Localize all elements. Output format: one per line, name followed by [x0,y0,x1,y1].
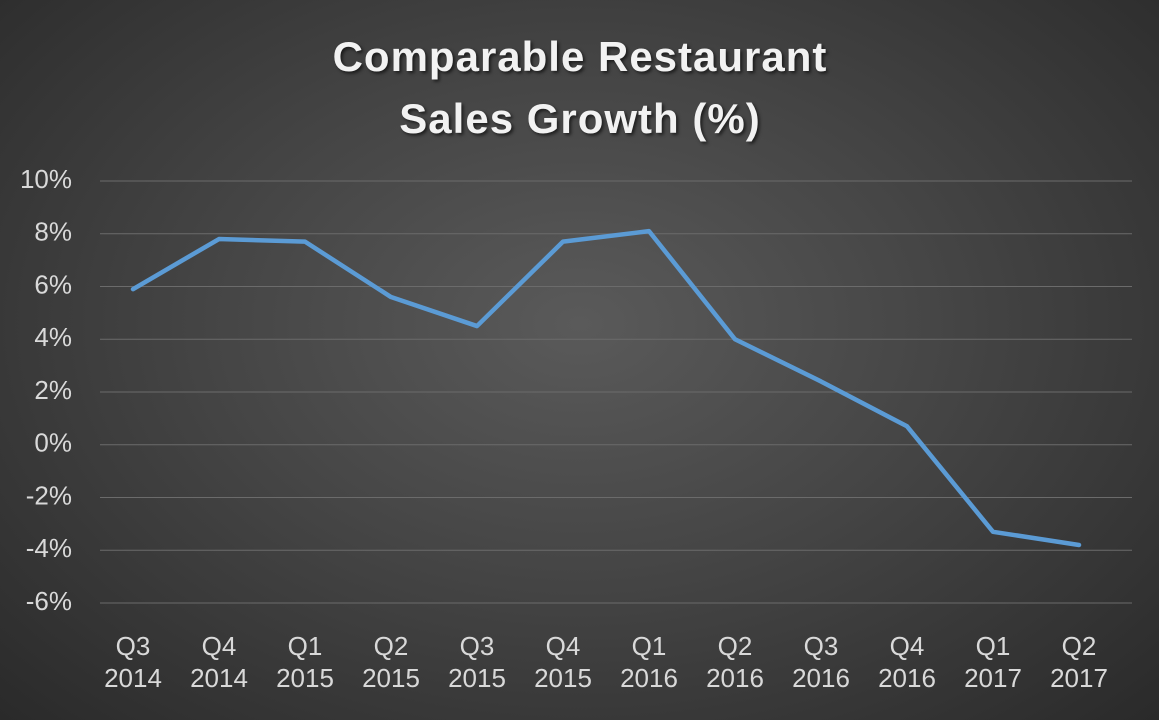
x-tick-label: Q3 2016 [792,631,850,693]
x-tick-label: Q3 2015 [448,631,506,693]
chart-title: Comparable Restaurant Sales Growth (%) [332,33,828,142]
y-tick-label: -4% [26,533,72,563]
x-tick-label: Q1 2016 [620,631,678,693]
x-tick-label: Q4 2015 [534,631,592,693]
x-tick-label: Q2 2016 [706,631,764,693]
x-tick-label: Q2 2015 [362,631,420,693]
x-tick-label: Q1 2015 [276,631,334,693]
y-tick-label: 6% [34,269,72,299]
y-tick-label: 4% [34,322,72,352]
y-tick-label: -6% [26,586,72,616]
data-line [130,228,1082,548]
x-tick-label: Q3 2014 [104,631,162,693]
x-tick-label: Q4 2014 [190,631,248,693]
y-tick-label: -2% [26,480,72,510]
y-tick-label: 8% [34,217,72,247]
y-tick-label: 10% [20,164,72,194]
x-tick-label: Q4 2016 [878,631,936,693]
y-tick-label: 2% [34,375,72,405]
y-tick-label: 0% [34,428,72,458]
x-tick-label: Q2 2017 [1050,631,1108,693]
x-tick-label: Q1 2017 [964,631,1022,693]
